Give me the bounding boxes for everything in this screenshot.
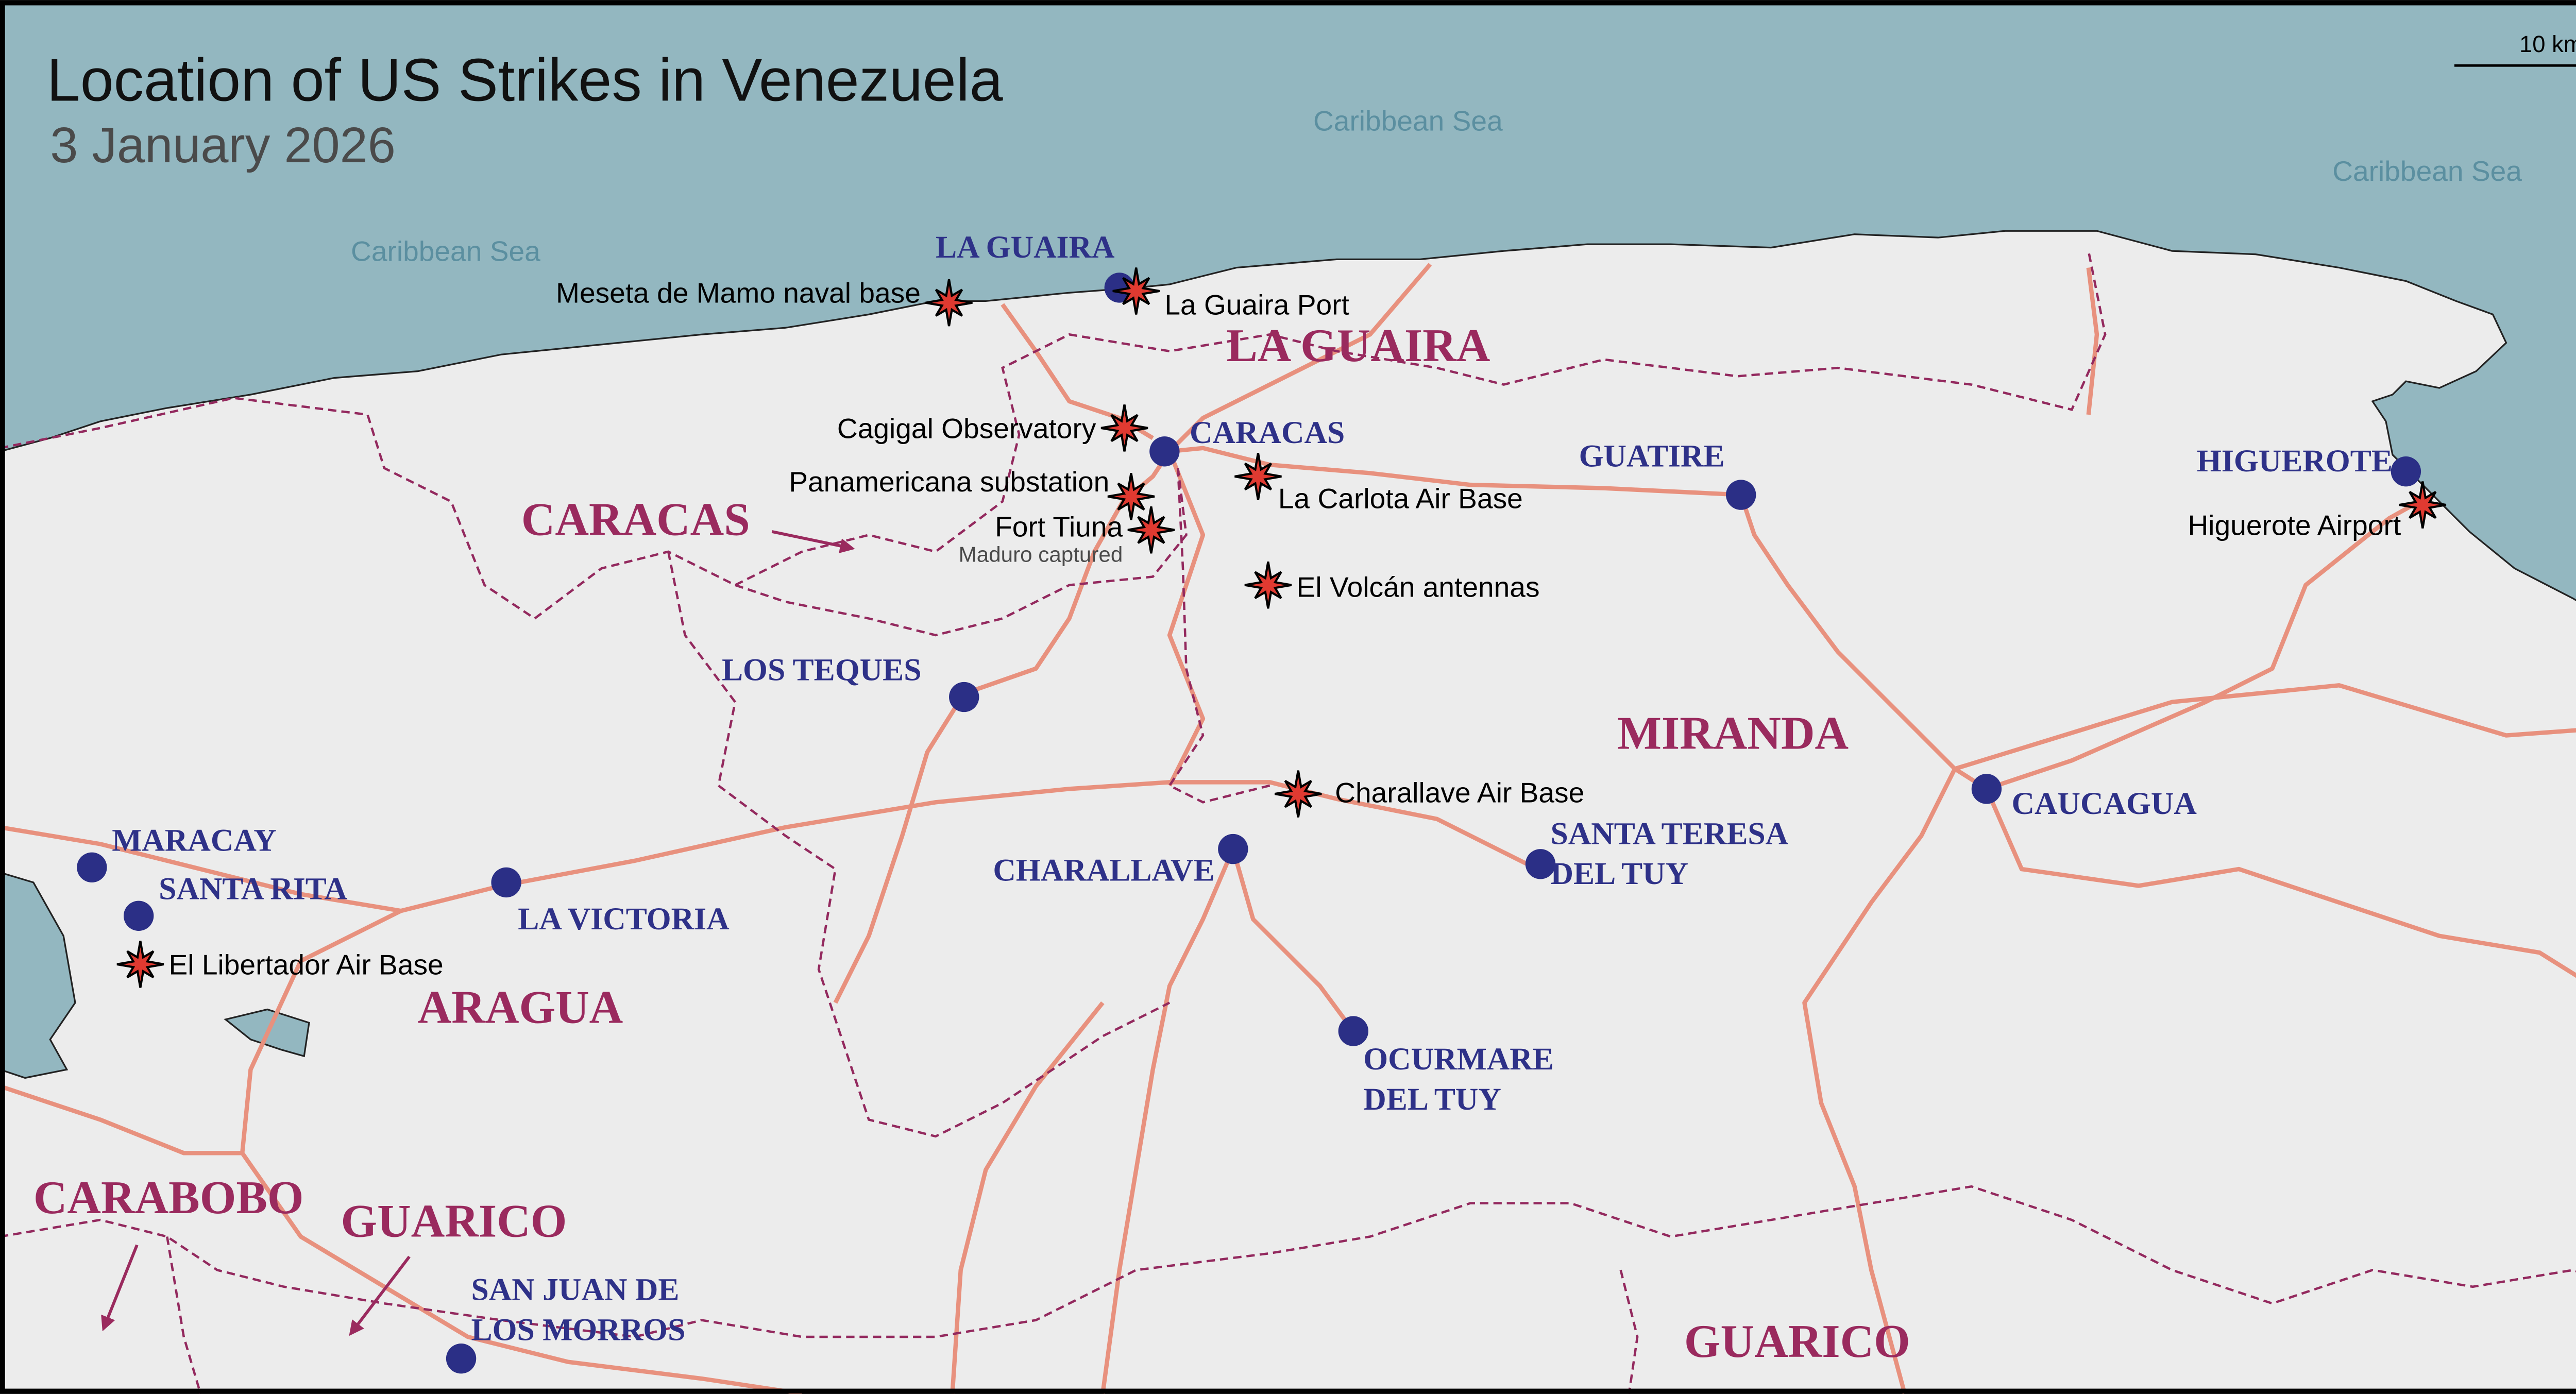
state-border: [1167, 468, 1270, 804]
city-label: LOS TEQUES: [722, 653, 922, 688]
strike-label: Higuerote Airport: [2188, 509, 2401, 541]
explosion-star-icon: [1107, 473, 1155, 520]
state-border: [667, 551, 1171, 1138]
state-borders: [0, 250, 2576, 1394]
sea-label: Caribbean Sea: [2332, 155, 2522, 187]
caribbean-sea: [0, 0, 2576, 602]
strike-label: El Volcán antennas: [1297, 571, 1540, 603]
road: [1100, 848, 1235, 1394]
state-label: CARACAS: [521, 493, 750, 545]
city-label: SANTA TERESA DEL TUY: [1550, 816, 1788, 891]
city-label: CARACAS: [1190, 415, 1345, 450]
state-border: [735, 468, 1188, 637]
city-label: CAUCAGUA: [2012, 786, 2197, 821]
state-border: [0, 1185, 2576, 1338]
city-label: HIGUEROTE: [2197, 444, 2393, 479]
road: [950, 1001, 1105, 1394]
state-label: ARAGUA: [418, 981, 623, 1033]
city-dot-icon: [1218, 834, 1248, 864]
city-dot-icon: [1149, 436, 1180, 467]
city-dot-icon: [491, 867, 521, 898]
road: [2086, 267, 2099, 415]
state-label: MIRANDA: [1617, 707, 1849, 759]
city-label: GUATIRE: [1579, 438, 1725, 473]
city-dot-icon: [2391, 456, 2421, 487]
road: [0, 1084, 243, 1155]
state-border: [1619, 1269, 1639, 1394]
state-label: GUARICO: [341, 1195, 567, 1247]
road: [1167, 450, 1206, 787]
city-label: CHARALLAVE: [993, 853, 1214, 888]
explosion-star-icon: [2399, 481, 2447, 529]
city-dot-icon: [446, 1344, 477, 1374]
city-dot-icon: [123, 900, 154, 931]
strike-label: Cagigal Observatory: [837, 412, 1096, 444]
strike-label: La Guaira Port: [1164, 288, 1349, 320]
direction-arrows: [101, 530, 855, 1336]
arrow-icon: [349, 1255, 411, 1336]
labels: Caribbean Sea Caribbean Sea Caribbean Sea L…: [33, 105, 2522, 1367]
city-dot-icon: [1971, 774, 2002, 804]
city-label: OCURMARE DEL TUY: [1363, 1042, 1554, 1117]
strike-label: Panamericana substation: [789, 466, 1109, 498]
road: [833, 692, 966, 1004]
city-dot-icon: [77, 852, 107, 882]
map-subtitle: 3 January 2026: [50, 117, 396, 173]
explosion-star-icon: [1234, 453, 1282, 500]
sea-label: Caribbean Sea: [1313, 105, 1503, 137]
map-title: Location of US Strikes in Venezuela: [47, 46, 1003, 113]
road: [1168, 263, 1432, 453]
strike-label: Fort Tiuna: [995, 511, 1123, 543]
city-label: MARACAY: [112, 823, 276, 858]
state-label: GUARICO: [1684, 1315, 1910, 1367]
road: [0, 780, 1538, 913]
scale-bar-label: 10 km: [2519, 31, 2576, 57]
explosion-star-icon: [1275, 770, 1322, 818]
arrow-icon: [771, 530, 855, 553]
explosion-star-icon: [1127, 506, 1175, 554]
city-label: SAN JUAN DE LOS MORROS: [471, 1272, 686, 1348]
strike-label: Meseta de Mamo naval base: [556, 277, 921, 309]
city-dot-icon: [1525, 849, 1556, 879]
explosion-star-icon: [1244, 561, 1292, 609]
road: [1802, 768, 1957, 1394]
city-label: LA GUAIRA: [936, 230, 1115, 265]
strike-label: Charallave Air Base: [1335, 776, 1584, 808]
strike-label: El Libertador Air Base: [169, 948, 444, 980]
lake-valencia: [0, 871, 76, 1079]
sea-label: Caribbean Sea: [351, 235, 540, 267]
road: [1985, 788, 2576, 978]
road: [1954, 683, 2576, 771]
explosion-star-icon: [1100, 404, 1148, 452]
state-border: [166, 1236, 202, 1394]
strikes: [116, 267, 2447, 988]
state-border: [0, 250, 2107, 620]
arrow-icon: [101, 1244, 139, 1332]
road: [240, 909, 803, 1394]
city-dot-icon: [1338, 1016, 1369, 1046]
city-dot-icon: [949, 682, 979, 712]
strike-note: Maduro captured: [959, 542, 1123, 566]
road: [1231, 848, 1355, 1033]
explosion-star-icon: [1112, 267, 1160, 315]
explosion-star-icon: [116, 941, 164, 988]
city-dot-icon: [1726, 480, 1756, 510]
state-label: CARABOBO: [33, 1171, 304, 1223]
explosion-star-icon: [925, 279, 973, 327]
state-label: LA GUAIRA: [1226, 319, 1490, 371]
city-label: SANTA RITA: [159, 871, 347, 906]
city-label: LA VICTORIA: [518, 902, 730, 937]
strike-label: La Carlota Air Base: [1278, 483, 1523, 515]
